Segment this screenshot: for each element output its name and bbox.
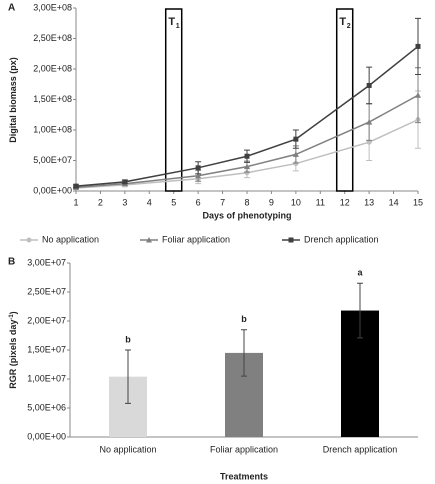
point (244, 163, 250, 170)
y-axis-label: Digital biomass (px) (8, 57, 18, 143)
legend-marker (26, 237, 32, 243)
y-tick-label: 3,00E+08 (33, 2, 72, 12)
legend-label: Foliar application (162, 234, 230, 244)
point (366, 119, 373, 125)
y-tick-label: 1,00E+07 (27, 373, 66, 383)
x-tick-label: 11 (316, 197, 325, 207)
y-axis-label-text: Digital biomass (px) (8, 57, 18, 143)
point (195, 172, 202, 179)
panel-label: B (8, 257, 15, 268)
legend-marker (288, 237, 294, 243)
y-axis-label-sup: -1 (9, 314, 15, 320)
y-tick-label: 2,50E+08 (33, 33, 72, 43)
y-tick-label: 3,00E+07 (27, 257, 66, 267)
x-tick-label: 5 (171, 197, 176, 207)
y-axis-label-end: ) (8, 311, 18, 314)
y-tick-label: 0,00E+00 (27, 431, 66, 441)
point (293, 136, 299, 142)
point (366, 82, 372, 88)
y-tick-label: 2,00E+08 (33, 63, 72, 73)
x-tick-label: 14 (389, 197, 399, 207)
period-box (335, 8, 354, 192)
y-axis-label-text: RGR (pixels day (8, 320, 18, 389)
y-tick-label: 0,00E+00 (33, 185, 72, 195)
x-tick-label: 15 (413, 197, 423, 207)
point (292, 151, 299, 157)
point (122, 179, 128, 185)
error-bar (357, 282, 363, 339)
x-tick-label: Drench application (323, 444, 398, 454)
x-tick-label: 6 (196, 197, 201, 207)
point (415, 43, 421, 49)
y-tick-label: 2,50E+07 (27, 286, 66, 296)
error-bar (125, 349, 131, 404)
period-label: T (168, 16, 175, 28)
point (244, 170, 250, 176)
point (293, 161, 299, 167)
x-tick-label: 12 (340, 197, 350, 207)
x-tick-label: 1 (73, 197, 78, 207)
x-tick-label: 13 (364, 197, 374, 207)
period-box (164, 8, 183, 192)
significance-label: b (241, 314, 247, 324)
panel-label: A (8, 3, 15, 14)
y-tick-label: 1,50E+07 (27, 344, 66, 354)
period-label-sub: 2 (347, 23, 351, 30)
point (366, 139, 372, 145)
x-tick-label: 10 (291, 197, 301, 207)
y-axis-label: RGR (pixels day-1) (8, 311, 18, 388)
x-tick-label: 4 (147, 197, 152, 207)
point (415, 92, 421, 98)
significance-label: b (125, 334, 131, 344)
y-tick-label: 5,00E+07 (33, 155, 72, 165)
x-tick-label: No application (99, 444, 156, 454)
legend-marker (146, 237, 152, 243)
x-tick-label: 7 (220, 197, 225, 207)
period-label-sub: 1 (176, 23, 180, 30)
point (73, 183, 79, 189)
y-tick-label: 1,00E+08 (33, 124, 72, 134)
significance-label: a (357, 268, 363, 278)
x-axis-label: Treatments (220, 471, 268, 481)
period-label: T (339, 16, 346, 28)
x-tick-label: 8 (244, 197, 249, 207)
y-tick-label: 1,50E+08 (33, 94, 72, 104)
y-tick-label: 5,00E+06 (27, 402, 66, 412)
x-tick-label: 2 (98, 197, 103, 207)
y-tick-label: 2,00E+07 (27, 315, 66, 325)
legend-label: No application (42, 234, 99, 244)
point (195, 165, 201, 171)
error-bar (241, 329, 247, 377)
point (244, 153, 250, 159)
legend-label: Drench application (304, 234, 379, 244)
x-tick-label: 9 (269, 197, 274, 207)
x-tick-label: 3 (122, 197, 127, 207)
x-axis-label: Days of phenotyping (202, 210, 291, 220)
x-tick-label: Foliar application (210, 444, 278, 454)
